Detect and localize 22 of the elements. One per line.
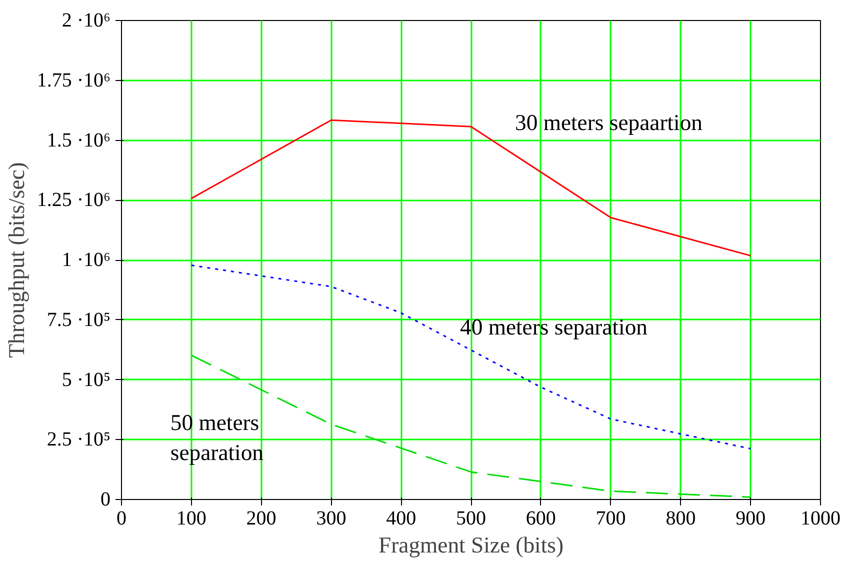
x-tick-label: 800 — [666, 508, 696, 530]
y-tick-label: 5 ·10⁵ — [62, 368, 111, 391]
x-tick-label: 500 — [456, 508, 486, 530]
x-tick-label: 600 — [526, 508, 556, 530]
y-tick-label: 2 ·10⁶ — [62, 10, 111, 32]
y-tick-label: 1.75 ·10⁶ — [36, 69, 111, 92]
x-tick-label: 1000 — [800, 508, 840, 530]
y-tick-label: 1 ·10⁶ — [62, 249, 111, 271]
x-tick-label: 0 — [116, 508, 126, 530]
y-axis-title: Throughput (bits/sec) — [4, 162, 29, 358]
x-tick-label: 700 — [596, 508, 626, 530]
x-tick-label: 900 — [736, 508, 766, 530]
x-tick-label: 400 — [386, 508, 416, 530]
x-tick-label: 300 — [316, 508, 346, 530]
y-tick-label: 0 — [100, 488, 110, 510]
y-tick-label: 1.25 ·10⁶ — [36, 189, 111, 212]
y-tick-label: 1.5 ·10⁶ — [46, 129, 111, 152]
x-axis-title: Fragment Size (bits) — [378, 532, 564, 558]
y-tick-label: 7.5 ·10⁵ — [46, 308, 111, 331]
y-tick-label: 2.5 ·10⁵ — [46, 428, 111, 451]
x-tick-label: 100 — [176, 508, 206, 530]
x-tick-label: 200 — [246, 508, 276, 530]
